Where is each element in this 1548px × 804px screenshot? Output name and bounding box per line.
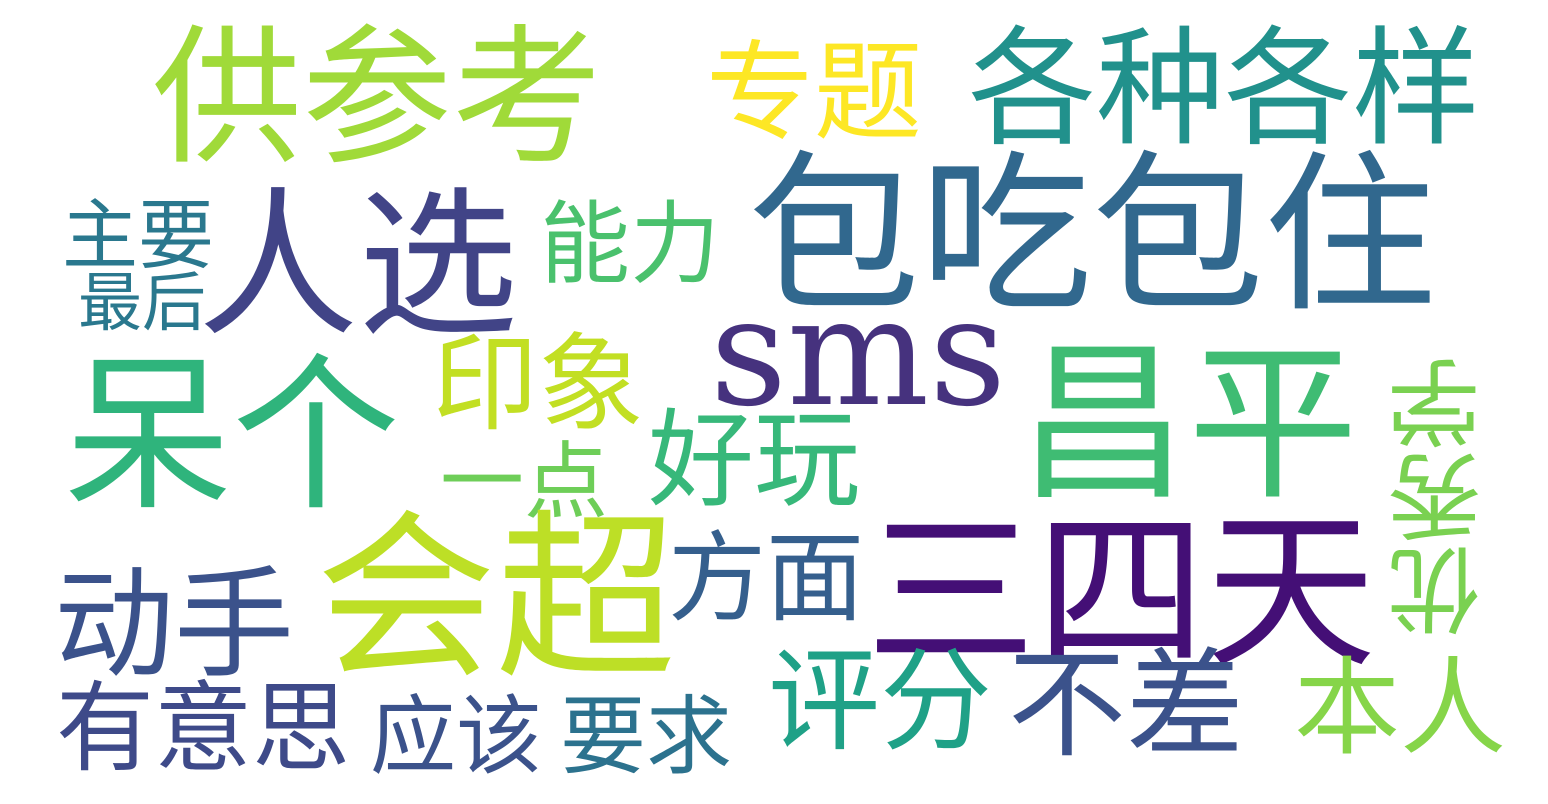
word-youyisi: 有意思 [56, 672, 351, 786]
word-youxiuxue: 优秀学 [1388, 356, 1497, 638]
word-fangmian: 方面 [668, 522, 865, 636]
word-dongshou: 动手 [54, 556, 294, 695]
word-zuihou: 最后 [78, 267, 206, 341]
word-sisitian: 三四天 [866, 494, 1377, 692]
word-zhuyao: 主要 [62, 191, 214, 280]
word-haowan: 好玩 [648, 399, 860, 522]
word-huichao: 会超 [316, 495, 677, 704]
word-nengli: 能力 [540, 192, 720, 297]
word-benren: 本人 [1294, 647, 1506, 770]
word-sms: sms [710, 266, 1007, 440]
word-changping: 昌平 [1018, 326, 1359, 524]
word-gezhonggeyang: 各种各样 [968, 15, 1481, 164]
word-gongcankao: 供参考 [152, 12, 603, 186]
word-pingfen: 评分 [768, 637, 992, 767]
word-bucha: 不差 [1008, 636, 1245, 774]
word-renxuan: 人选 [198, 172, 519, 359]
word-baochibaozhu: 包吃包住 [748, 135, 1436, 336]
word-yinggai: 应该 [370, 687, 542, 787]
word-yidian: 一点 [440, 433, 609, 531]
word-zhuanti: 专题 [706, 31, 923, 156]
word-yaoqiu: 要求 [560, 687, 732, 787]
word-daige: 呆个 [64, 338, 400, 534]
word-yinxiang: 印象 [432, 323, 644, 446]
